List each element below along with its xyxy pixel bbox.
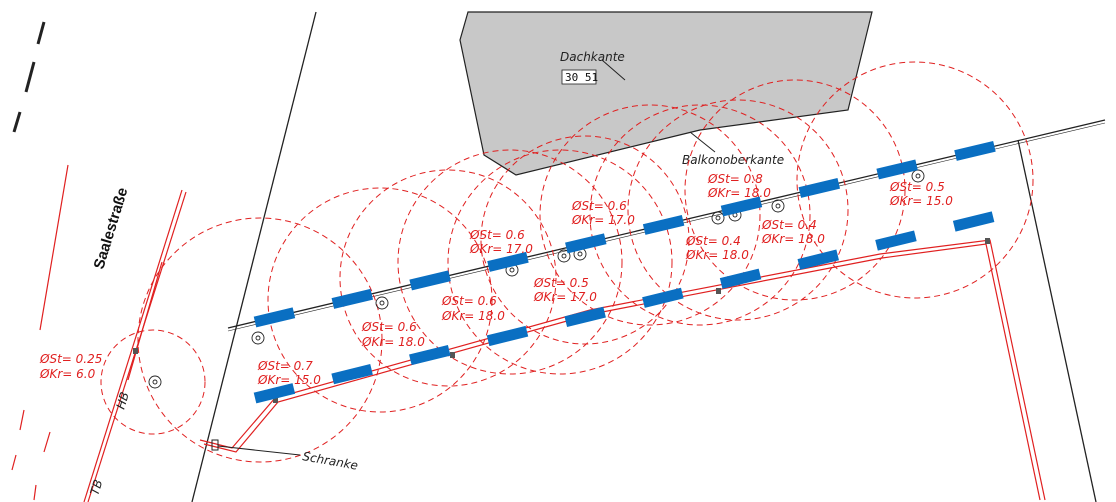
tree-kr-label: ØKr= 17.0 xyxy=(469,242,533,256)
tb-label: TB xyxy=(87,478,105,497)
street-lines xyxy=(11,164,187,502)
tree-kr-label: ØKr= 15.0 xyxy=(889,194,953,208)
tree-symbol-icon xyxy=(711,211,725,225)
street-name-label: Saalestraße xyxy=(91,186,132,272)
tree-kr-label: ØKr= 6.0 xyxy=(39,367,96,381)
barrier-label: Schranke xyxy=(301,449,359,473)
roof-edge-label: Dachkante xyxy=(560,50,625,64)
building-roof xyxy=(459,11,873,176)
tree-st-label: ØSt= 0.5 xyxy=(889,180,945,194)
tree-st-label: ØSt= 0.25 xyxy=(39,352,102,366)
tree-kr-label: ØKr= 18.0 xyxy=(707,186,771,200)
tree-st-label: ØSt= 0.5 xyxy=(533,276,589,290)
tree-st-label: ØSt= 0.6 xyxy=(361,320,417,334)
balcony-leader xyxy=(689,131,716,153)
corridor-lower xyxy=(253,209,1002,404)
road-edge-left xyxy=(12,21,46,133)
tree-symbol-icon xyxy=(771,199,785,213)
tree-st-label: ØSt= 0.6 xyxy=(571,199,627,213)
tree-kr-label: ØKr= 17.0 xyxy=(533,290,597,304)
roof-elevation-value: 30 51 xyxy=(565,71,598,84)
tree-kr-label: ØKr= 15.0 xyxy=(257,373,321,387)
tree-st-label: ØSt= 0.7 xyxy=(257,359,313,373)
markers xyxy=(133,238,990,403)
tree-kr-label: ØKr= 18.0 xyxy=(441,309,505,323)
tree-symbol-icon xyxy=(148,375,162,389)
hb-label: HB xyxy=(113,390,131,411)
tree-kr-label: ØKr= 18.0 xyxy=(361,335,425,349)
tree-st-label: ØSt= 0.6 xyxy=(441,294,497,308)
tree-st-label: ØSt= 0.4 xyxy=(761,218,817,232)
roof-elevation-box xyxy=(561,69,597,85)
balcony-edge-label: Balkonoberkante xyxy=(682,153,784,167)
tree-kr-label: ØKr= 18.0 xyxy=(685,248,749,262)
tree-symbol-icon xyxy=(557,249,571,263)
tree-st-label: ØSt= 0.4 xyxy=(685,234,741,248)
tree-st-label: ØSt= 0.8 xyxy=(707,172,763,186)
tree-labels: ØSt= 0.25 ØKr= 6.0 ØSt= 0.7 ØKr= 15.0 ØS… xyxy=(39,172,953,387)
tree-symbol-icon xyxy=(911,169,925,183)
tree-kr-label: ØKr= 17.0 xyxy=(571,213,635,227)
tree-crowns xyxy=(100,61,1034,463)
roof-leader xyxy=(601,59,626,81)
barrier-icon xyxy=(211,439,301,456)
tree-kr-label: ØKr= 18.0 xyxy=(761,232,825,246)
tree-st-label: ØSt= 0.6 xyxy=(469,228,525,242)
tree-symbol-icon xyxy=(375,296,389,310)
tree-symbol-icon xyxy=(251,331,265,345)
